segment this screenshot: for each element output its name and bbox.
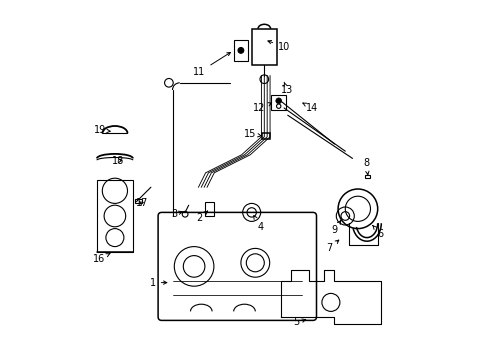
- Text: 15: 15: [244, 129, 262, 139]
- Text: 3: 3: [171, 209, 183, 219]
- Circle shape: [275, 98, 281, 104]
- Text: 19: 19: [94, 125, 110, 135]
- Text: 4: 4: [253, 216, 263, 232]
- Text: 13: 13: [280, 82, 292, 95]
- Text: 11: 11: [193, 53, 230, 77]
- Text: 17: 17: [136, 198, 148, 208]
- Text: 6: 6: [372, 225, 383, 239]
- Text: 10: 10: [267, 40, 290, 52]
- Text: 2: 2: [196, 211, 207, 223]
- Text: 16: 16: [92, 253, 110, 264]
- Text: 14: 14: [302, 103, 318, 113]
- Text: 18: 18: [111, 156, 123, 166]
- Text: 9: 9: [331, 220, 340, 235]
- Text: 12: 12: [252, 103, 271, 113]
- Text: 8: 8: [363, 158, 368, 175]
- Text: 7: 7: [325, 240, 338, 253]
- Text: 1: 1: [149, 278, 166, 288]
- Circle shape: [238, 48, 244, 53]
- Text: 5: 5: [293, 317, 305, 327]
